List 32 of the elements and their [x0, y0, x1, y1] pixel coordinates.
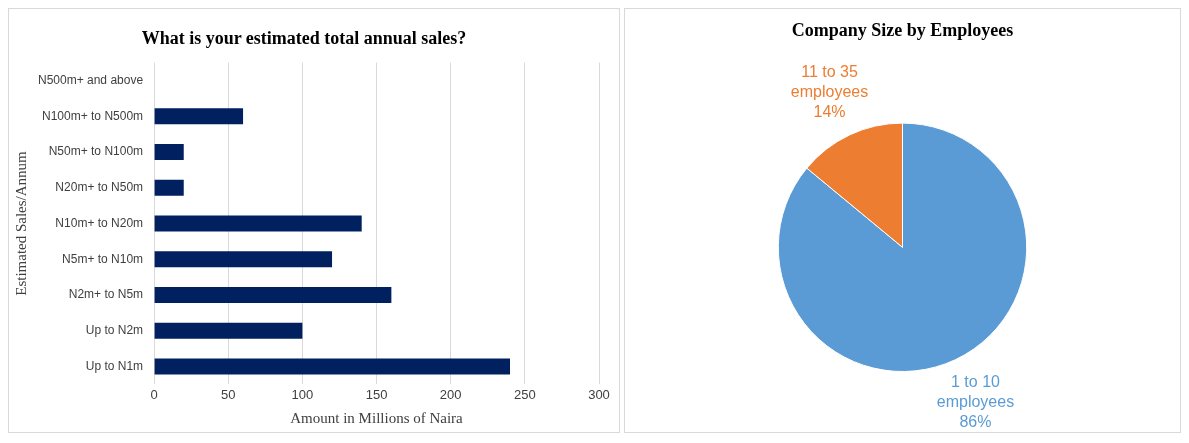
y-tick-label: Up to N1m	[85, 358, 144, 373]
slice-label: 1 to 10 employees	[936, 372, 1015, 410]
y-tick-label: N5m+ to N10m	[62, 251, 144, 266]
x-tick-label: 250	[513, 386, 536, 402]
bar	[154, 251, 333, 268]
bar	[154, 143, 184, 161]
chart-title: What is your estimated total annual sales?	[141, 28, 467, 49]
y-tick-label: N10m+ to N20m	[55, 215, 144, 230]
x-tick-label: 100	[291, 386, 314, 402]
y-axis-title: Estimated Sales/Annum	[12, 150, 29, 296]
y-tick-label: N2m+ to N5m	[68, 287, 144, 302]
x-tick-label: 200	[439, 386, 462, 402]
chart-title: Company Size by Employees	[791, 20, 1014, 41]
x-tick-label: 300	[588, 386, 610, 402]
x-tick-label: 150	[365, 386, 388, 402]
x-tick-label: 0	[150, 386, 158, 402]
y-tick-label: Up to N2m	[85, 323, 144, 338]
data-label: 86%	[959, 412, 992, 430]
bar	[154, 215, 362, 232]
slice-label: 11 to 35 employees	[790, 62, 869, 100]
x-tick-label: 50	[221, 386, 236, 402]
y-tick-label: N500m+ and above	[38, 72, 144, 87]
bar	[154, 322, 303, 339]
y-tick-label: N100m+ to N500m	[42, 108, 144, 123]
bar	[154, 179, 184, 196]
y-tick-label: N50m+ to N100m	[48, 144, 144, 159]
data-label: 14%	[813, 102, 846, 120]
bar	[154, 108, 244, 125]
x-axis-title: Amount in Millions of Naira	[290, 409, 464, 426]
bar	[154, 358, 511, 375]
bar	[154, 286, 392, 304]
y-tick-label: N20m+ to N50m	[55, 180, 144, 195]
